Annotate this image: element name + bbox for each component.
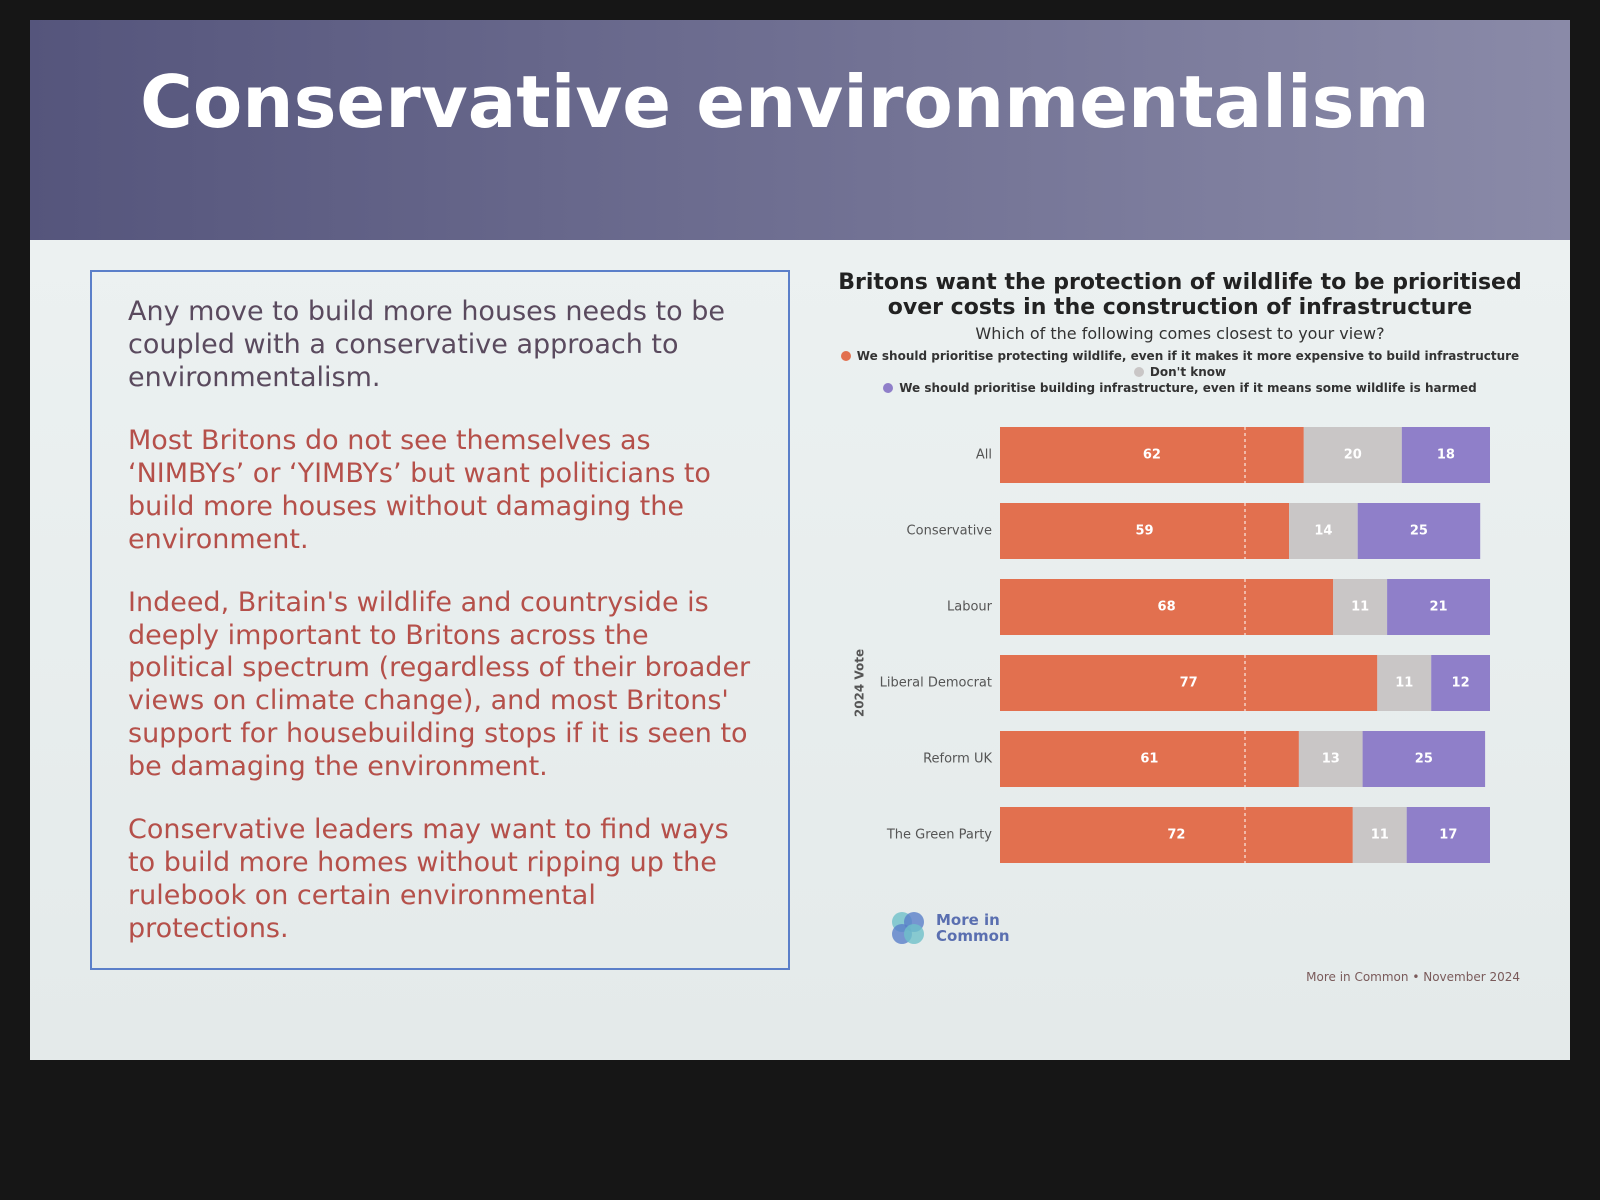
logo: More in Common — [890, 910, 1016, 946]
category-label: All — [976, 448, 992, 463]
bar-segment — [1289, 503, 1358, 559]
chart-subtitle: Which of the following comes closest to … — [975, 324, 1385, 343]
value-label: 11 — [1351, 600, 1369, 615]
legend-label: We should prioritise protecting wildlife… — [856, 349, 1520, 363]
bar-segment — [1387, 579, 1490, 635]
slide-title: Conservative environmentalism — [140, 60, 1430, 144]
value-label: 12 — [1452, 676, 1470, 691]
text-box: Any move to build more houses needs to b… — [90, 270, 790, 970]
chart: All 62 20 18 Conservative 59 14 25 Labour 68 11 21 L… — [853, 427, 1490, 863]
logo-icon — [892, 912, 924, 944]
legend-item: Don't know — [830, 365, 1530, 379]
category-label: Conservative — [907, 524, 992, 539]
legend-item: We should prioritise building infrastruc… — [830, 381, 1530, 395]
category-label: Labour — [947, 600, 993, 615]
bar-segment — [1000, 731, 1299, 787]
legend-label: Don't know — [1149, 365, 1227, 379]
legend-item: We should prioritise protecting wildlife… — [830, 349, 1530, 363]
category-label: The Green Party — [886, 828, 992, 843]
bar-segment — [1352, 807, 1407, 863]
chart-area: Britons want the protection of wildlife … — [830, 270, 1530, 984]
chart-title: Britons want the protection of wildlife … — [838, 270, 1522, 320]
value-label: 11 — [1371, 828, 1389, 843]
bar-segment — [1000, 807, 1353, 863]
value-label: 72 — [1167, 828, 1185, 843]
value-label: 18 — [1437, 448, 1455, 463]
y-axis-label: 2024 Vote — [853, 649, 867, 717]
bar-segment — [1377, 655, 1432, 711]
bar-segment — [1406, 807, 1490, 863]
bar-segment — [1431, 655, 1490, 711]
value-label: 62 — [1143, 448, 1161, 463]
value-label: 21 — [1430, 600, 1448, 615]
logo-text: More in Common — [936, 910, 1010, 945]
bar-segment — [1333, 579, 1388, 635]
paragraph: Conservative leaders may want to find wa… — [128, 814, 729, 944]
bar-segment — [1303, 427, 1402, 483]
value-label: 25 — [1410, 524, 1428, 539]
bar-segment — [1000, 503, 1290, 559]
legend-marker — [883, 383, 894, 393]
bar-segment — [1000, 579, 1334, 635]
source: More in Common • November 2024 — [1306, 970, 1520, 984]
value-label: 25 — [1415, 752, 1433, 767]
paragraph: Indeed, Britain's wildlife and countrysi… — [128, 586, 751, 783]
category-label: Liberal Democrat — [880, 676, 992, 691]
value-label: 20 — [1344, 448, 1362, 463]
bar-segment — [1401, 427, 1490, 483]
value-label: 77 — [1180, 676, 1198, 691]
legend-marker — [1133, 367, 1144, 377]
paragraph: Most Britons do not see themselves as ‘N… — [128, 424, 711, 555]
value-label: 17 — [1439, 828, 1457, 843]
legend-label: We should prioritise building infrastruc… — [899, 381, 1477, 395]
paragraph: Any move to build more houses needs to b… — [128, 296, 725, 393]
value-label: 61 — [1140, 752, 1158, 767]
bar-segment — [1000, 427, 1304, 483]
bar-segment — [1298, 731, 1363, 787]
bar-segment — [1362, 731, 1486, 787]
title-band — [30, 20, 1570, 240]
value-label: 13 — [1322, 752, 1340, 767]
value-label: 68 — [1158, 600, 1176, 615]
legend: We should prioritise protecting wildlife… — [830, 349, 1530, 395]
value-label: 14 — [1314, 524, 1332, 539]
bar-segment — [1357, 503, 1481, 559]
value-label: 59 — [1136, 524, 1154, 539]
slide: Conservative environmentalism Any move t… — [30, 20, 1570, 1060]
legend-marker — [840, 351, 851, 361]
bar-segment — [1000, 655, 1378, 711]
category-label: Reform UK — [923, 752, 992, 767]
value-label: 11 — [1395, 676, 1413, 691]
